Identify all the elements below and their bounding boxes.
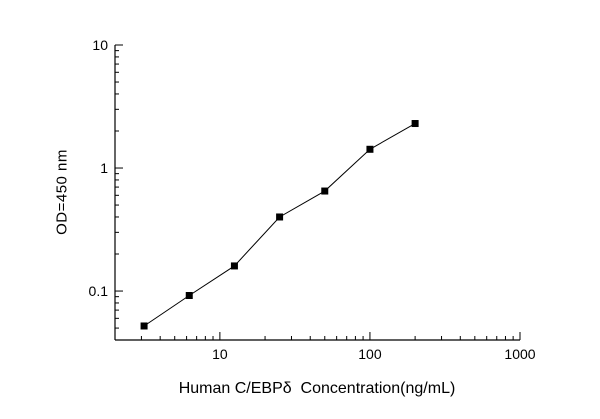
data-point-marker — [185, 291, 193, 299]
data-point-marker — [411, 120, 419, 128]
x-axis-title: Human C/EBPδ Concentration(ng/mL) — [178, 380, 456, 397]
series-line — [143, 123, 416, 327]
data-point-marker — [366, 145, 374, 153]
data-point-marker — [276, 213, 284, 221]
y-tick-label: 10 — [92, 37, 108, 53]
y-tick-label: 1 — [100, 160, 108, 176]
data-point-marker — [140, 322, 148, 330]
y-tick-label: 0.1 — [89, 283, 109, 299]
data-point-marker — [321, 187, 329, 195]
x-tick-label: 1000 — [504, 346, 535, 362]
x-tick-label: 100 — [358, 346, 382, 362]
x-tick-label: 10 — [212, 346, 228, 362]
y-axis-title: OD=450 nm — [53, 149, 71, 235]
data-point-marker — [230, 262, 238, 270]
